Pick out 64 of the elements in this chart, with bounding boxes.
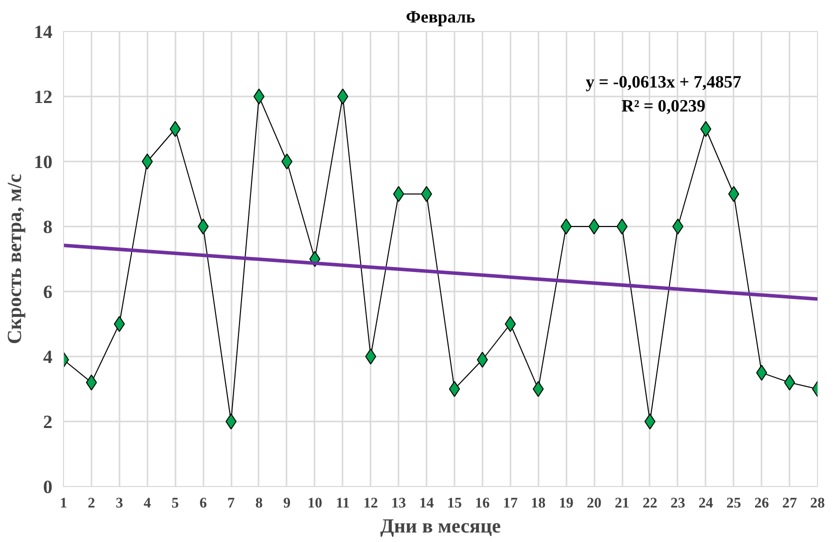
point xyxy=(170,121,181,137)
point xyxy=(448,381,460,397)
x-tick-label: 19 xyxy=(558,496,574,512)
x-tick-label: 9 xyxy=(283,496,291,512)
y-tick-label: 8 xyxy=(43,217,52,238)
x-tick-label: 28 xyxy=(810,496,825,512)
x-tick-label: 20 xyxy=(586,496,602,512)
y-tick-label: 6 xyxy=(43,282,52,303)
x-tick-label: 7 xyxy=(227,496,235,512)
point xyxy=(226,414,237,430)
y-tick-label: 12 xyxy=(34,87,52,108)
x-tick-label: 27 xyxy=(782,496,797,512)
point xyxy=(616,218,628,234)
x-tick-label: 14 xyxy=(419,496,435,512)
point xyxy=(365,348,376,364)
x-tick-label: 24 xyxy=(698,496,714,512)
x-tick-label: 26 xyxy=(754,496,769,512)
point xyxy=(198,218,209,234)
y-tick-label: 4 xyxy=(43,347,52,368)
point xyxy=(560,218,572,234)
x-tick-label: 6 xyxy=(199,496,207,512)
point xyxy=(421,186,432,202)
x-tick-label: 15 xyxy=(447,496,462,512)
x-tick-label: 23 xyxy=(670,496,686,512)
x-tick-label: 8 xyxy=(255,496,263,512)
point xyxy=(672,218,684,234)
point xyxy=(142,154,153,170)
annotation: R² = 0,0239 xyxy=(622,96,706,116)
point xyxy=(337,88,348,104)
x-tick-label: 21 xyxy=(614,496,630,512)
point xyxy=(700,121,712,137)
point xyxy=(114,316,125,332)
x-tick-label: 5 xyxy=(172,496,179,512)
y-axis-title: Скрость ветра, м/с xyxy=(4,174,26,344)
x-tick-label: 22 xyxy=(642,496,658,512)
x-tick-label: 13 xyxy=(391,496,406,512)
y-tick-label: 14 xyxy=(34,22,52,43)
x-tick-label: 1 xyxy=(60,496,68,512)
point xyxy=(253,88,264,104)
x-tick-label: 16 xyxy=(475,496,490,512)
point xyxy=(504,316,516,332)
point xyxy=(532,381,544,397)
y-tick-label: 2 xyxy=(43,412,52,433)
x-tick-label: 10 xyxy=(308,496,322,512)
x-tick-label: 12 xyxy=(363,496,378,512)
point xyxy=(784,374,796,390)
x-tick-label: 18 xyxy=(530,496,546,512)
point xyxy=(86,374,97,390)
x-tick-label: 17 xyxy=(502,496,518,512)
point xyxy=(393,186,404,202)
point xyxy=(588,218,600,234)
x-tick-label: 25 xyxy=(726,496,742,512)
x-tick-label: 4 xyxy=(144,496,152,512)
y-tick-label: 0 xyxy=(43,477,52,498)
annotation: y = -0,0613x + 7,4857 xyxy=(586,72,742,92)
x-tick-label: 11 xyxy=(336,496,350,512)
point xyxy=(644,414,656,430)
point xyxy=(728,186,740,202)
x-axis-title: Дни в месяце xyxy=(380,516,501,538)
x-tick-label: 2 xyxy=(88,496,96,512)
chart-title: Февраль xyxy=(406,8,476,26)
point xyxy=(281,154,292,170)
x-tick-label: 3 xyxy=(116,496,124,512)
y-tick-label: 10 xyxy=(34,152,52,173)
